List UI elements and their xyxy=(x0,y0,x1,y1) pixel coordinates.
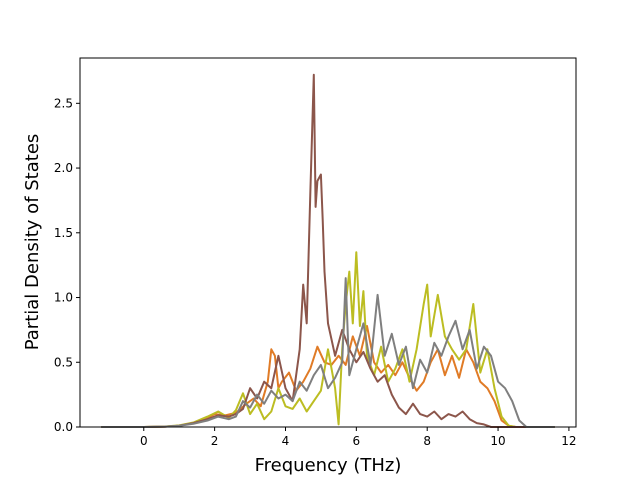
x-tick-label: 2 xyxy=(211,434,219,448)
y-tick-label: 0.0 xyxy=(54,420,73,434)
x-tick-label: 8 xyxy=(423,434,431,448)
x-tick-label: 10 xyxy=(490,434,505,448)
x-tick-label: 4 xyxy=(282,434,290,448)
series-layer xyxy=(101,73,555,428)
x-tick-label: 0 xyxy=(140,434,148,448)
x-axis-label: Frequency (THz) xyxy=(255,455,402,476)
series-line-3 xyxy=(101,73,555,428)
y-tick-label: 1.5 xyxy=(54,226,73,240)
series-line-1 xyxy=(101,325,555,428)
series-line-2 xyxy=(101,251,555,428)
y-tick-label: 2.5 xyxy=(54,96,73,110)
y-axis-label: Partial Density of States xyxy=(22,134,43,351)
x-tick-label: 6 xyxy=(353,434,361,448)
series-line-4 xyxy=(101,277,555,428)
y-ticks: 0.0 0.5 1.0 1.5 2.0 2.5 xyxy=(54,96,80,434)
y-tick-label: 0.5 xyxy=(54,355,73,369)
plot-frame xyxy=(79,57,577,428)
y-tick-label: 1.0 xyxy=(54,291,73,305)
x-tick-label: 12 xyxy=(561,434,576,448)
x-ticks: 0 2 4 6 8 10 12 xyxy=(140,427,577,448)
y-tick-label: 2.0 xyxy=(54,161,73,175)
